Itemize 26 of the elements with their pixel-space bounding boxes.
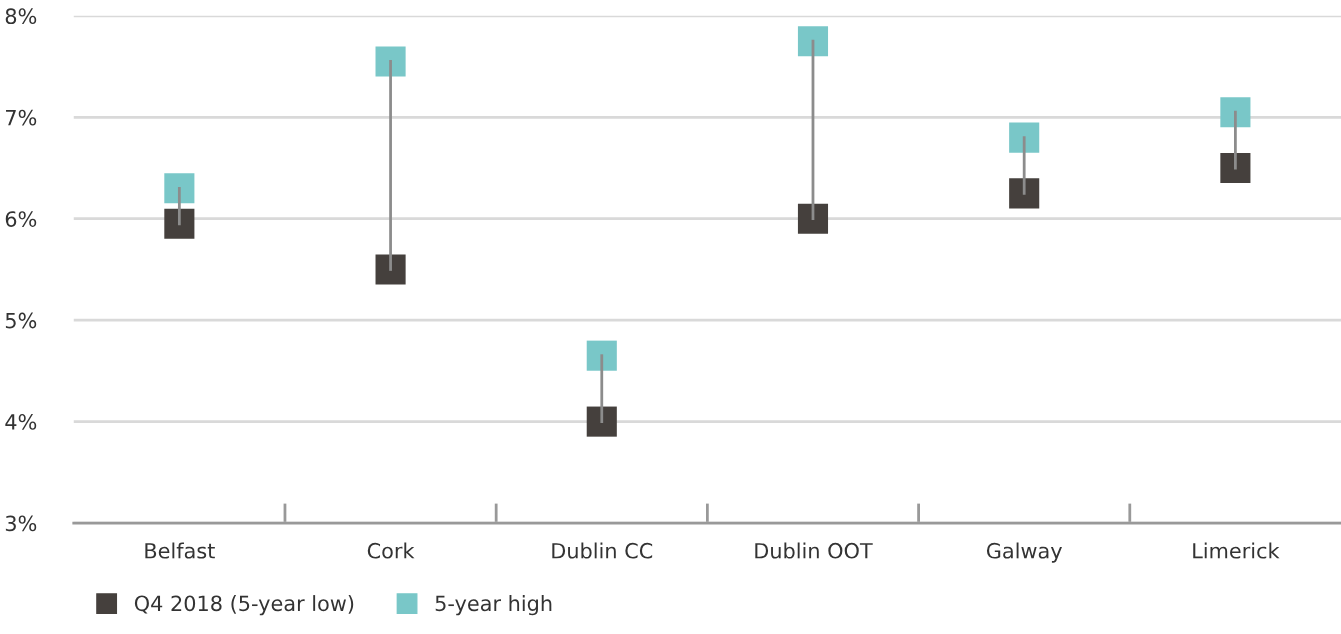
point: [797, 203, 829, 234]
point: [1220, 152, 1251, 184]
point: [1009, 122, 1040, 153]
y-tick-label: 4%: [5, 414, 37, 430]
x-tick-label: Belfast: [145, 542, 215, 559]
x-tick-label: Dublin CC: [552, 542, 653, 559]
point: [586, 340, 617, 371]
x-tick-label: Cork: [367, 542, 415, 559]
point: [1220, 97, 1251, 128]
point: [1009, 178, 1040, 209]
y-tick-label: 7%: [6, 109, 37, 126]
legend-label: 5-year high: [435, 595, 552, 616]
point: [797, 26, 829, 57]
x-tick-label: Galway: [986, 542, 1062, 563]
y-tick-label: 6%: [5, 211, 37, 227]
point: [164, 173, 195, 204]
x-tick-label: Limerick: [1193, 542, 1280, 559]
x-tick-label: Dublin OOT: [755, 542, 873, 559]
y-tick-label: 5%: [5, 312, 37, 329]
point: [375, 254, 406, 285]
y-tick-label: 3%: [5, 515, 37, 532]
point: [586, 406, 617, 437]
point: [164, 208, 195, 239]
legend-label: Q4 2018 (5-year low): [134, 595, 354, 616]
point: [375, 46, 406, 77]
y-tick-label: 8%: [5, 8, 37, 25]
